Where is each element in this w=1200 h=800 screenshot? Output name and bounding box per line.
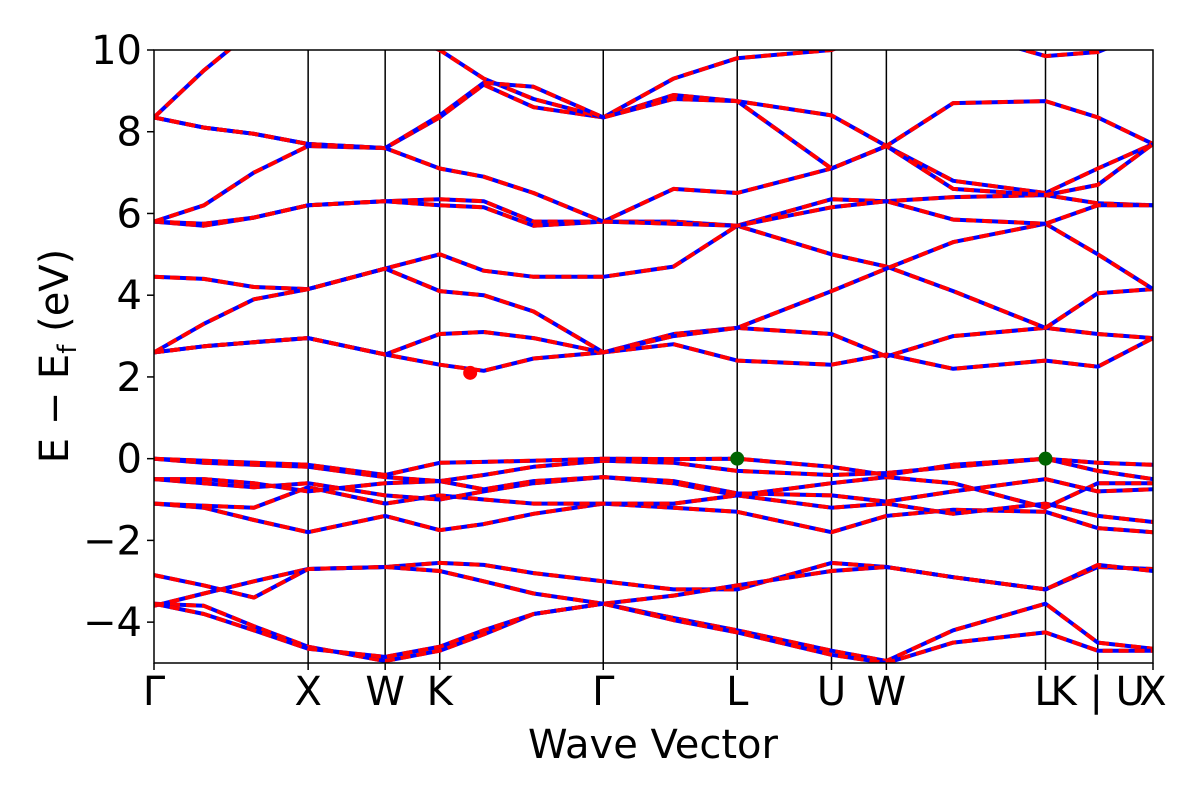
band-line-dashed xyxy=(154,80,1153,198)
kpoint-divider-lines xyxy=(307,50,1099,663)
x-tick-label: L xyxy=(726,669,749,715)
x-tick-label: L xyxy=(1034,669,1057,715)
band-line-dashed xyxy=(154,601,1153,663)
y-tick-label: 6 xyxy=(117,191,142,237)
band-line-solid xyxy=(154,142,1153,228)
y-tick-label: 0 xyxy=(117,437,142,483)
x-tick-label: K xyxy=(427,669,455,715)
band-lines xyxy=(154,50,1153,663)
y-axis-label-unit: (eV) xyxy=(32,249,78,345)
band-line-dashed xyxy=(154,221,1153,355)
band-line-dashed xyxy=(154,142,1153,228)
axes-frame xyxy=(153,49,1154,664)
y-tick-label: 8 xyxy=(117,110,142,156)
y-tick-label: −2 xyxy=(83,518,142,564)
y-tick-label: 10 xyxy=(91,28,142,74)
x-tick-label: K | U xyxy=(1051,669,1145,715)
x-tick-label: W xyxy=(365,669,405,715)
band-line-dashed xyxy=(154,601,1153,663)
band-line-dashed xyxy=(154,144,1153,228)
y-tick-label: 4 xyxy=(117,273,142,319)
y-tick-label: 2 xyxy=(117,355,142,401)
y-tick-label: −4 xyxy=(83,600,142,646)
vbm-marker xyxy=(1038,451,1053,466)
band-edge-markers xyxy=(463,365,1053,466)
cbm-marker xyxy=(463,365,478,380)
y-axis-label: E − Ef (eV) xyxy=(32,249,83,464)
x-axis-ticks: Γ X W K Γ L U W LK | UX xyxy=(143,663,1167,715)
vbm-marker xyxy=(730,451,745,466)
band-line-dashed xyxy=(154,485,1153,524)
x-tick-label: X xyxy=(294,669,321,715)
band-line-dashed xyxy=(154,456,1153,477)
x-tick-label: U xyxy=(817,669,846,715)
y-axis-label-main: E − E xyxy=(32,354,78,464)
x-tick-label: Γ xyxy=(143,669,166,715)
band-line-dashed xyxy=(154,82,1153,151)
x-tick-label: Γ xyxy=(592,669,615,715)
y-axis-ticks: −4 −2 0 2 4 6 8 10 xyxy=(83,28,154,646)
y-axis-label-subscript: f xyxy=(53,344,83,354)
x-tick-label: W xyxy=(867,669,907,715)
x-tick-label: X xyxy=(1139,669,1166,715)
band-line-dashed xyxy=(154,223,1153,330)
band-line-dashed xyxy=(154,475,1153,504)
band-line-solid xyxy=(154,82,1153,151)
x-axis-label: Wave Vector xyxy=(528,722,779,768)
